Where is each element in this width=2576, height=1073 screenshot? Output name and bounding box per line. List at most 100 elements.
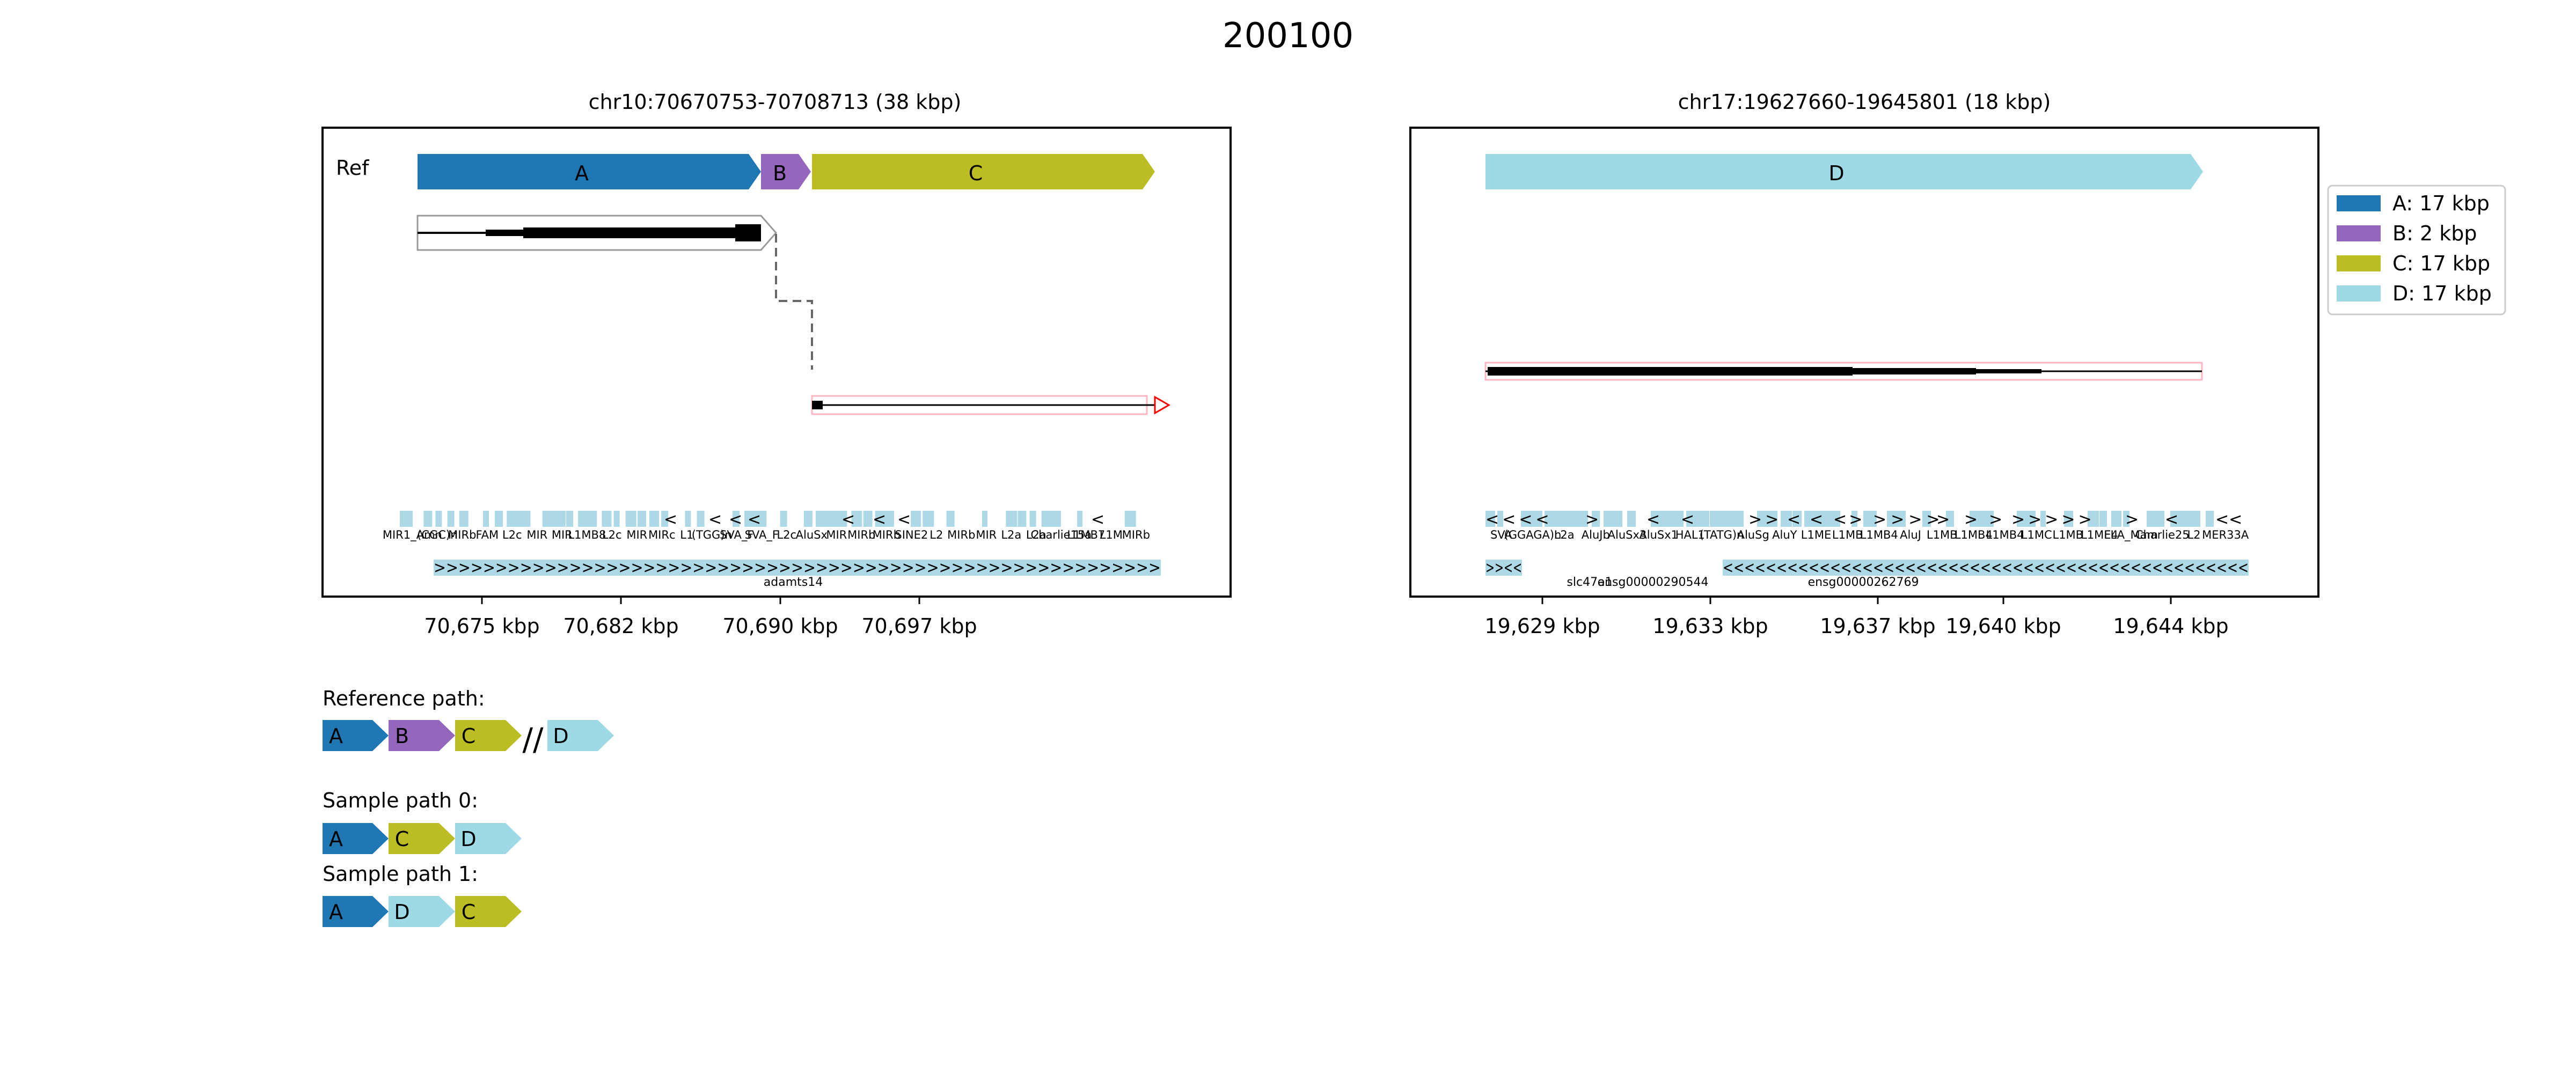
repeat-element[interactable] — [518, 511, 531, 527]
repeat-element[interactable] — [1053, 511, 1061, 527]
repeat-element[interactable] — [566, 511, 573, 527]
gene-track-right[interactable]: >><< <<<<<<<<<<<<<<<<<<<<<<<<<<<<<<<<<<<… — [1485, 558, 2249, 589]
repeat-element[interactable] — [2040, 511, 2046, 527]
repeat-element[interactable] — [744, 511, 758, 527]
repeat-element[interactable] — [1592, 511, 1600, 527]
repeat-element[interactable] — [2170, 511, 2184, 527]
repeat-element[interactable] — [756, 511, 767, 527]
repeat-element[interactable] — [1686, 511, 1700, 527]
repeat-element[interactable] — [1674, 511, 1684, 527]
repeat-element[interactable] — [1029, 511, 1036, 527]
repeat-element[interactable] — [1077, 511, 1083, 527]
path-segment-B[interactable]: B — [389, 720, 455, 751]
repeat-element[interactable] — [780, 511, 787, 527]
repeat-element[interactable] — [1615, 511, 1622, 527]
repeat-element[interactable] — [435, 511, 442, 527]
repeat-element[interactable] — [554, 511, 566, 527]
repeat-element[interactable] — [2147, 511, 2160, 527]
repeat-element[interactable] — [923, 511, 934, 527]
repeat-element[interactable] — [2064, 511, 2073, 527]
repeat-element[interactable] — [649, 511, 659, 527]
repeat-element[interactable] — [887, 511, 894, 527]
repeat-element[interactable] — [911, 511, 921, 527]
gene-track-left[interactable]: >>>>>>>>>>>>>>>>>>>>>>>>>>>>>>>>>>>>>>>>… — [434, 558, 1161, 589]
repeat-element[interactable] — [1946, 511, 1954, 527]
repeat-element[interactable] — [1804, 511, 1817, 527]
repeat-element[interactable] — [2017, 511, 2029, 527]
repeat-element[interactable] — [2194, 511, 2200, 527]
repeat-element[interactable] — [1816, 511, 1828, 527]
repeat-element[interactable] — [946, 511, 955, 527]
repeat-element[interactable] — [1769, 511, 1777, 527]
repeat-element[interactable] — [875, 511, 888, 527]
path-segment-C[interactable]: C — [389, 823, 455, 854]
repeat-element[interactable] — [1733, 511, 1744, 527]
repeat-element[interactable] — [863, 511, 873, 527]
repeat-element[interactable] — [697, 511, 705, 527]
path-segment-C[interactable]: C — [455, 720, 522, 751]
segment-arrow-B[interactable]: B — [761, 154, 811, 189]
repeat-element[interactable] — [1545, 511, 1556, 527]
transcript-model-1[interactable] — [416, 215, 777, 251]
segment-arrow-A[interactable]: A — [418, 154, 761, 189]
path-segment-A[interactable]: A — [323, 896, 389, 927]
repeat-element[interactable] — [625, 511, 636, 527]
legend-item-A[interactable]: A: 17 kbp — [2337, 192, 2490, 215]
repeat-element[interactable] — [2088, 511, 2099, 527]
repeat-element[interactable] — [1497, 511, 1503, 527]
repeat-element[interactable] — [1627, 511, 1636, 527]
repeat-element[interactable] — [2182, 511, 2194, 527]
repeat-element[interactable] — [483, 511, 489, 527]
transcript-model-2[interactable] — [811, 395, 1171, 415]
repeat-element[interactable] — [1781, 511, 1792, 527]
repeat-element[interactable] — [2111, 511, 2121, 527]
repeat-element[interactable] — [2123, 511, 2129, 527]
repeat-element[interactable] — [816, 511, 829, 527]
segment-arrow-C[interactable]: C — [812, 154, 1155, 189]
repeat-element[interactable] — [447, 511, 455, 527]
repeat-element[interactable] — [1828, 511, 1840, 527]
repeat-element[interactable] — [1124, 511, 1136, 527]
legend-item-B[interactable]: B: 2 kbp — [2337, 222, 2477, 245]
repeat-element[interactable] — [637, 511, 646, 527]
repeat-element[interactable] — [1018, 511, 1027, 527]
path-segment-C[interactable]: C — [455, 896, 522, 927]
segment-arrow-D[interactable]: D — [1485, 154, 2203, 189]
repeat-element[interactable] — [828, 511, 841, 527]
repeat-element[interactable] — [1556, 511, 1568, 527]
repeat-element[interactable] — [1899, 511, 1906, 527]
repeat-element[interactable] — [1792, 511, 1802, 527]
repeat-element[interactable] — [1698, 511, 1709, 527]
repeat-element[interactable] — [1722, 511, 1733, 527]
repeat-element[interactable] — [1580, 511, 1588, 527]
repeat-element[interactable] — [1521, 511, 1534, 527]
repeat-element[interactable] — [1041, 511, 1054, 527]
repeat-element[interactable] — [2158, 511, 2164, 527]
repeat-element[interactable] — [613, 511, 620, 527]
repeat-element[interactable] — [1604, 511, 1617, 527]
repeat-element[interactable] — [2029, 511, 2036, 527]
repeat-element[interactable] — [578, 511, 591, 527]
repeat-element[interactable] — [590, 511, 597, 527]
path-segment-D[interactable]: D — [455, 823, 522, 854]
path-segment-D[interactable]: D — [389, 896, 455, 927]
legend-item-C[interactable]: C: 17 kbp — [2337, 252, 2490, 275]
legend-item-D[interactable]: D: 17 kbp — [2337, 282, 2492, 305]
repeat-element[interactable] — [542, 511, 556, 527]
repeat-element[interactable] — [1663, 511, 1676, 527]
repeat-element[interactable] — [1887, 511, 1899, 527]
repeat-element[interactable] — [1710, 511, 1723, 527]
repeat-element[interactable] — [1485, 511, 1495, 527]
repeat-element[interactable] — [733, 511, 740, 527]
repeat-element[interactable] — [2206, 511, 2214, 527]
repeat-element[interactable] — [459, 511, 469, 527]
repeat-element[interactable] — [400, 511, 413, 527]
repeat-element[interactable] — [1006, 511, 1018, 527]
repeat-element[interactable] — [1863, 511, 1877, 527]
repeat-element[interactable] — [1922, 511, 1931, 527]
repeat-element[interactable] — [507, 511, 521, 527]
repeat-element[interactable] — [803, 511, 813, 527]
transcript-model-3[interactable] — [1484, 362, 2203, 381]
repeat-element[interactable] — [1757, 511, 1769, 527]
repeat-element[interactable] — [1533, 511, 1542, 527]
